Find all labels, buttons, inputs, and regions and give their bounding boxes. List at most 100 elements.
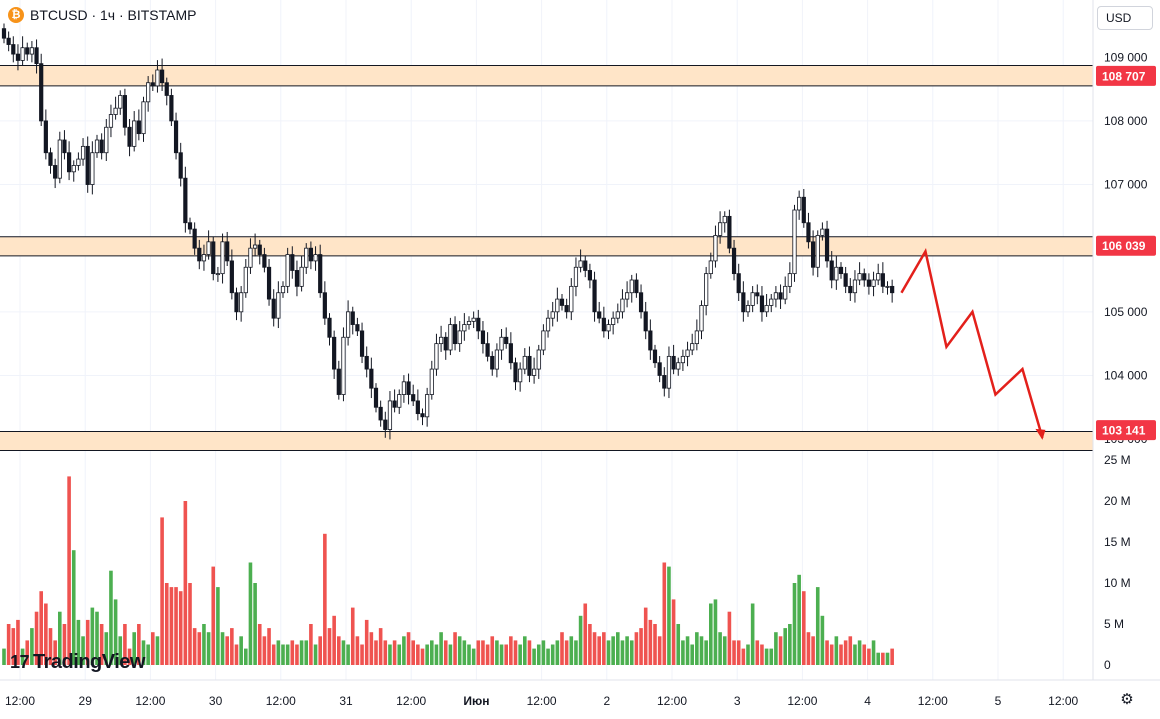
candle-body [187, 222, 193, 230]
candle-body [318, 254, 323, 294]
gear-icon[interactable]: ⚙ [1120, 691, 1134, 708]
candle-body [852, 279, 858, 294]
volume-bar [146, 644, 150, 665]
volume-bar [564, 640, 569, 665]
volume-bar [58, 611, 62, 665]
volume-bar [890, 648, 894, 665]
volume-bar [178, 591, 183, 665]
candle-body [708, 260, 713, 275]
volume-bar [411, 640, 415, 665]
volume-bar [815, 587, 820, 665]
volume-bar [578, 615, 583, 665]
candle-body [294, 270, 300, 287]
price-label-badge [1096, 420, 1156, 441]
volume-bar [764, 648, 769, 665]
tradingview-logo-text: TradingView [33, 651, 145, 673]
volume-bar [44, 603, 48, 665]
volume-bar [62, 624, 67, 665]
volume-bar [718, 632, 722, 665]
candle-body [806, 222, 811, 243]
candle-body [266, 266, 272, 300]
volume-bar [360, 644, 364, 665]
candle-body [559, 298, 565, 306]
volume-bar [295, 644, 299, 665]
candle-body [173, 120, 179, 154]
price-label-text: 103 141 [1102, 424, 1146, 438]
volume-bar [792, 583, 797, 665]
volume-bar [430, 640, 434, 665]
volume-bar [681, 640, 685, 665]
volume-bar [867, 648, 871, 665]
candle-body [745, 305, 751, 313]
volume-bar [699, 636, 704, 665]
candle-body [90, 152, 95, 185]
candle-body [666, 355, 672, 389]
candle-body [220, 241, 225, 275]
bitcoin-icon: ₿ [8, 7, 24, 23]
volume-bar [481, 640, 485, 665]
candle-body [383, 419, 388, 430]
volume-bar [569, 636, 574, 665]
volume-bar [546, 648, 550, 665]
candle-body [592, 279, 597, 313]
volume-bar [118, 636, 123, 665]
volume-bar [397, 644, 402, 665]
time-tick-label: 4 [864, 694, 871, 708]
candle-body [764, 305, 769, 313]
candle-body [211, 241, 216, 275]
candle-body [866, 279, 872, 287]
volume-tick-label: 20 M [1104, 494, 1131, 508]
candle-body [438, 336, 444, 345]
candle-body [820, 228, 825, 236]
volume-bar [164, 583, 169, 665]
volume-bar [625, 636, 629, 665]
symbol-header[interactable]: ₿ BTCUSD · 1ч · BITSTAMP [8, 7, 197, 23]
candle-body [169, 95, 174, 122]
volume-bar [267, 628, 271, 665]
volume-bar [602, 632, 606, 665]
support-resistance-zone [0, 431, 1093, 451]
candle-body [452, 324, 458, 345]
volume-bar [690, 644, 694, 665]
volume-bar [495, 640, 499, 665]
volume-bar [750, 603, 755, 665]
candle-body [690, 343, 695, 351]
volume-bar [253, 583, 257, 665]
candle-body [225, 241, 230, 262]
candle-body [527, 355, 532, 376]
candle-body [611, 317, 616, 325]
candle-body [280, 285, 286, 294]
volume-bar [183, 501, 188, 665]
candle-body [773, 292, 779, 300]
price-tick-label: 104 000 [1104, 368, 1148, 382]
candle-body [350, 311, 355, 325]
candle-body [769, 298, 774, 306]
volume-bar [350, 607, 355, 665]
candle-body [778, 292, 783, 300]
candle-body [536, 349, 541, 370]
volume-bar [346, 644, 350, 665]
volume-bar [857, 640, 862, 665]
candle-body [485, 343, 490, 357]
forecast-path [900, 247, 1044, 439]
time-tick-label: 30 [209, 694, 223, 708]
candle-body [620, 298, 625, 313]
volume-bar [104, 632, 109, 665]
candle-body [625, 292, 630, 300]
currency-button[interactable]: USD [1097, 6, 1153, 30]
volume-bar [769, 648, 774, 665]
volume-bar [560, 632, 564, 665]
candle-body [425, 394, 430, 418]
candle-body [871, 279, 876, 287]
candle-body [699, 305, 704, 332]
volume-tick-label: 0 [1104, 658, 1111, 672]
candle-body [406, 381, 411, 395]
volume-bar [337, 636, 341, 665]
candle-body [857, 273, 862, 281]
volume-bar [639, 628, 643, 665]
volume-bar [434, 644, 439, 665]
volume-bar [113, 599, 118, 665]
volume-bar [467, 644, 471, 665]
volume-bar [281, 644, 285, 665]
